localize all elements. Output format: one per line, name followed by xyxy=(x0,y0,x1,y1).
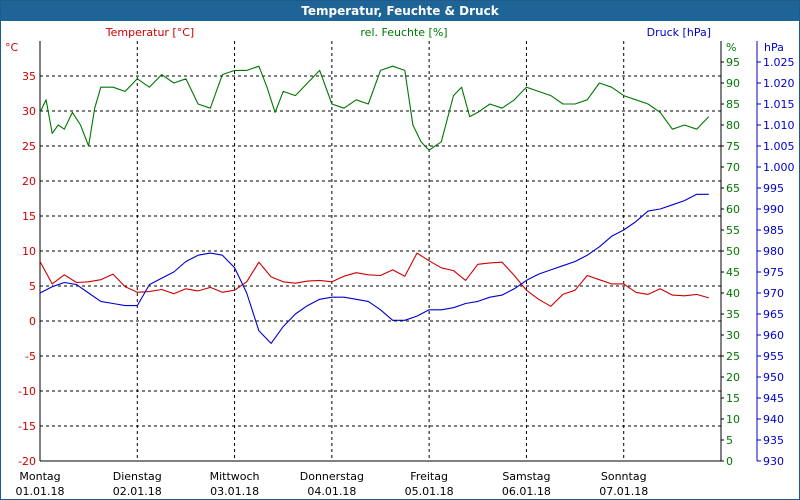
pressure-tick-label: 945 xyxy=(763,392,784,405)
temperature-tick-label: 20 xyxy=(22,175,36,188)
humidity-tick-label: 40 xyxy=(726,287,740,300)
humidity-axis-label: rel. Feuchte [%] xyxy=(360,26,447,39)
temperature-tick-label: -20 xyxy=(18,455,36,468)
axes: Temperatur [°C] rel. Feuchte [%] Druck [… xyxy=(5,26,784,462)
humidity-tick-label: 30 xyxy=(726,329,740,342)
pressure-axis-label: Druck [hPa] xyxy=(647,26,711,39)
pressure-tick-label: 970 xyxy=(763,287,784,300)
series xyxy=(39,65,710,344)
humidity-tick-label: 85 xyxy=(726,98,740,111)
pressure-tick-label: 930 xyxy=(763,455,784,468)
pressure-unit: hPa xyxy=(764,41,784,54)
humidity-tick-label: 15 xyxy=(726,392,740,405)
temperature-unit: °C xyxy=(5,41,19,54)
x-tick-date-label: 03.01.18 xyxy=(210,485,259,498)
temperature-tick-label: 15 xyxy=(22,210,36,223)
temperature-tick-label: 5 xyxy=(29,280,36,293)
pressure-tick-label: 1.000 xyxy=(763,161,795,174)
pressure-tick-label: 1.005 xyxy=(763,140,795,153)
humidity-tick-label: 70 xyxy=(726,161,740,174)
humidity-tick-label: 75 xyxy=(726,140,740,153)
pressure-line xyxy=(39,193,709,344)
humidity-tick-label: 90 xyxy=(726,77,740,90)
window-title: Temperatur, Feuchte & Druck xyxy=(1,1,799,21)
x-tick-day-label: Sonntag xyxy=(601,470,647,483)
pressure-tick-label: 950 xyxy=(763,371,784,384)
temperature-tick-label: -5 xyxy=(25,350,36,363)
grid xyxy=(40,41,721,462)
pressure-tick-label: 935 xyxy=(763,434,784,447)
humidity-tick-label: 5 xyxy=(726,434,733,447)
humidity-unit: % xyxy=(726,41,736,54)
x-tick-day-label: Donnerstag xyxy=(300,470,364,483)
temperature-tick-label: 30 xyxy=(22,105,36,118)
humidity-tick-label: 65 xyxy=(726,182,740,195)
temperature-tick-label: -15 xyxy=(18,420,36,433)
x-tick-day-label: Samstag xyxy=(502,470,550,483)
pressure-tick-label: 1.025 xyxy=(763,56,795,69)
temperature-tick-label: 10 xyxy=(22,245,36,258)
x-tick-date-label: 02.01.18 xyxy=(113,485,162,498)
pressure-tick-label: 965 xyxy=(763,308,784,321)
tick-labels: 35302520151050-5-10-15-20959085807570656… xyxy=(16,56,795,498)
pressure-tick-label: 985 xyxy=(763,224,784,237)
humidity-tick-label: 35 xyxy=(726,308,740,321)
pressure-tick-label: 995 xyxy=(763,182,784,195)
humidity-tick-label: 0 xyxy=(726,455,733,468)
temperature-tick-label: 0 xyxy=(29,315,36,328)
humidity-tick-label: 25 xyxy=(726,350,740,363)
x-tick-date-label: 06.01.18 xyxy=(502,485,551,498)
pressure-tick-label: 960 xyxy=(763,329,784,342)
x-tick-day-label: Dienstag xyxy=(113,470,162,483)
x-tick-date-label: 01.01.18 xyxy=(16,485,65,498)
temperature-axis-label: Temperatur [°C] xyxy=(105,26,194,39)
x-tick-date-label: 07.01.18 xyxy=(599,485,648,498)
pressure-tick-label: 975 xyxy=(763,266,784,279)
temperature-tick-label: -10 xyxy=(18,385,36,398)
pressure-tick-label: 1.020 xyxy=(763,77,795,90)
humidity-tick-label: 10 xyxy=(726,413,740,426)
humidity-tick-label: 50 xyxy=(726,245,740,258)
x-tick-date-label: 04.01.18 xyxy=(307,485,356,498)
x-tick-date-label: 05.01.18 xyxy=(405,485,454,498)
temperature-line xyxy=(39,252,709,307)
humidity-tick-label: 55 xyxy=(726,224,740,237)
temperature-tick-label: 25 xyxy=(22,140,36,153)
x-tick-day-label: Montag xyxy=(19,470,60,483)
temperature-tick-label: 35 xyxy=(22,70,36,83)
humidity-tick-label: 95 xyxy=(726,56,740,69)
humidity-tick-label: 20 xyxy=(726,371,740,384)
pressure-tick-label: 955 xyxy=(763,350,784,363)
humidity-tick-label: 60 xyxy=(726,203,740,216)
pressure-tick-label: 1.015 xyxy=(763,98,795,111)
pressure-tick-label: 980 xyxy=(763,245,784,258)
x-tick-day-label: Freitag xyxy=(410,470,448,483)
pressure-tick-label: 1.010 xyxy=(763,119,795,132)
humidity-tick-label: 45 xyxy=(726,266,740,279)
humidity-tick-label: 80 xyxy=(726,119,740,132)
humidity-line xyxy=(39,65,710,151)
pressure-tick-label: 990 xyxy=(763,203,784,216)
x-tick-day-label: Mittwoch xyxy=(210,470,260,483)
pressure-tick-label: 940 xyxy=(763,413,784,426)
